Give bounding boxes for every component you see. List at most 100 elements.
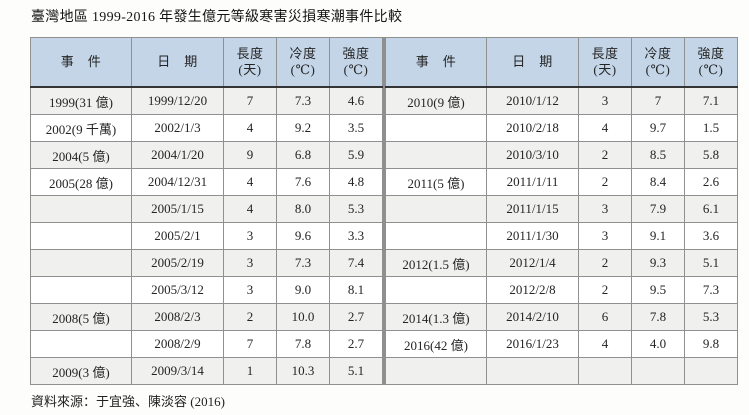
table-row: 2005/2/19 3 7.3 7.4 (30, 249, 383, 277)
intensity-cell: 7.4 (329, 249, 383, 277)
intensity-cell: 5.9 (329, 141, 383, 169)
length-cell: 2 (578, 276, 632, 304)
length-cell: 4 (223, 195, 277, 223)
coldness-cell: 8.0 (276, 195, 330, 223)
events-table-right: 事 件日 期長度 (天) 冷度 (℃) 強度 (℃) 2010(9 億) 2010/1/… (385, 37, 738, 385)
column-header: 長度 (天) (223, 37, 277, 88)
table-row: 2011/1/15 3 7.9 6.1 (385, 195, 738, 223)
coldness-cell: 9.1 (631, 222, 685, 250)
coldness-cell: 7.6 (276, 168, 330, 196)
coldness-cell: 7 (631, 86, 685, 115)
column-header: 冷度 (℃) (276, 37, 330, 88)
coldness-cell: 4.0 (631, 330, 685, 358)
table-row: 2014(1.3 億) 2014/2/10 6 7.8 5.3 (385, 303, 738, 331)
date-cell: 2016/1/23 (486, 330, 579, 358)
length-cell: 6 (578, 303, 632, 331)
length-cell: 3 (223, 249, 277, 277)
panel-divider (383, 37, 385, 385)
table-row: 2012/2/8 2 9.5 7.3 (385, 276, 738, 304)
coldness-cell: 7.8 (276, 330, 330, 358)
date-cell: 2005/2/1 (131, 222, 224, 250)
date-cell: 2010/1/12 (486, 86, 579, 115)
table-row: 1999(31 億) 1999/12/20 7 7.3 4.6 (30, 86, 383, 115)
table-row: 2010/3/10 2 8.5 5.8 (385, 141, 738, 169)
coldness-cell: 7.8 (631, 303, 685, 331)
intensity-cell: 7.3 (684, 276, 738, 304)
table-row: 2004(5 億) 2004/1/20 9 6.8 5.9 (30, 141, 383, 169)
table-title: 臺灣地區 1999-2016 年發生億元等級寒害災損寒潮事件比較 (31, 10, 403, 25)
event-cell (385, 141, 487, 169)
header-row: 事 件日 期長度 (天) 冷度 (℃) 強度 (℃) (30, 37, 383, 88)
intensity-cell: 5.3 (329, 195, 383, 223)
date-cell: 2010/3/10 (486, 141, 579, 169)
table-row: 2008(5 億) 2008/2/3 2 10.0 2.7 (30, 303, 383, 331)
event-cell: 1999(31 億) (30, 86, 132, 115)
date-cell: 2008/2/9 (131, 330, 224, 358)
coldness-cell: 9.5 (631, 276, 685, 304)
coldness-cell: 8.5 (631, 141, 685, 169)
date-cell: 2011/1/30 (486, 222, 579, 250)
column-header: 冷度 (℃) (631, 37, 685, 88)
length-cell: 9 (223, 141, 277, 169)
date-cell: 2004/12/31 (131, 168, 224, 196)
length-cell: 3 (578, 86, 632, 115)
coldness-cell: 10.0 (276, 303, 330, 331)
intensity-cell: 6.1 (684, 195, 738, 223)
table-row: 2005/1/15 4 8.0 5.3 (30, 195, 383, 223)
length-cell: 2 (578, 168, 632, 196)
intensity-cell: 5.1 (684, 249, 738, 277)
date-cell: 2002/1/3 (131, 114, 224, 142)
event-cell (30, 330, 132, 358)
length-cell: 4 (223, 114, 277, 142)
date-cell: 2012/2/8 (486, 276, 579, 304)
length-cell (578, 357, 632, 385)
length-cell: 7 (223, 330, 277, 358)
table-row (385, 357, 738, 385)
event-cell: 2011(5 億) (385, 168, 487, 196)
column-header: 長度 (天) (578, 37, 632, 88)
length-cell: 2 (223, 303, 277, 331)
intensity-cell: 5.3 (684, 303, 738, 331)
intensity-cell (684, 357, 738, 385)
length-cell: 3 (223, 222, 277, 250)
table-row: 2010(9 億) 2010/1/12 3 7 7.1 (385, 86, 738, 115)
event-cell (385, 114, 487, 142)
event-cell: 2016(42 億) (385, 330, 487, 358)
column-header: 強度 (℃) (329, 37, 383, 88)
date-cell: 2011/1/15 (486, 195, 579, 223)
column-header: 日 期 (131, 37, 224, 88)
length-cell: 3 (578, 195, 632, 223)
coldness-cell: 9.0 (276, 276, 330, 304)
coldness-cell: 7.3 (276, 249, 330, 277)
intensity-cell: 8.1 (329, 276, 383, 304)
coldness-cell: 8.4 (631, 168, 685, 196)
event-cell: 2010(9 億) (385, 86, 487, 115)
table-row: 2011(5 億) 2011/1/11 2 8.4 2.6 (385, 168, 738, 196)
event-cell: 2012(1.5 億) (385, 249, 487, 277)
event-cell: 2014(1.3 億) (385, 303, 487, 331)
coldness-cell: 9.2 (276, 114, 330, 142)
event-cell (385, 222, 487, 250)
event-cell (30, 222, 132, 250)
coldness-cell: 9.3 (631, 249, 685, 277)
table-row: 2011/1/30 3 9.1 3.6 (385, 222, 738, 250)
header-row: 事 件日 期長度 (天) 冷度 (℃) 強度 (℃) (385, 37, 738, 88)
intensity-cell: 1.5 (684, 114, 738, 142)
intensity-cell: 5.1 (329, 357, 383, 385)
coldness-cell: 7.3 (276, 86, 330, 115)
table-row: 2002(9 千萬) 2002/1/3 4 9.2 3.5 (30, 114, 383, 142)
event-cell (385, 357, 487, 385)
event-cell: 2005(28 億) (30, 168, 132, 196)
intensity-cell: 4.6 (329, 86, 383, 115)
table-row: 2009(3 億) 2009/3/14 1 10.3 5.1 (30, 357, 383, 385)
event-cell: 2004(5 億) (30, 141, 132, 169)
event-cell (385, 276, 487, 304)
intensity-cell: 3.3 (329, 222, 383, 250)
event-cell (30, 276, 132, 304)
date-cell: 2004/1/20 (131, 141, 224, 169)
date-cell: 2009/3/14 (131, 357, 224, 385)
length-cell: 2 (578, 249, 632, 277)
coldness-cell: 7.9 (631, 195, 685, 223)
date-cell: 2010/2/18 (486, 114, 579, 142)
